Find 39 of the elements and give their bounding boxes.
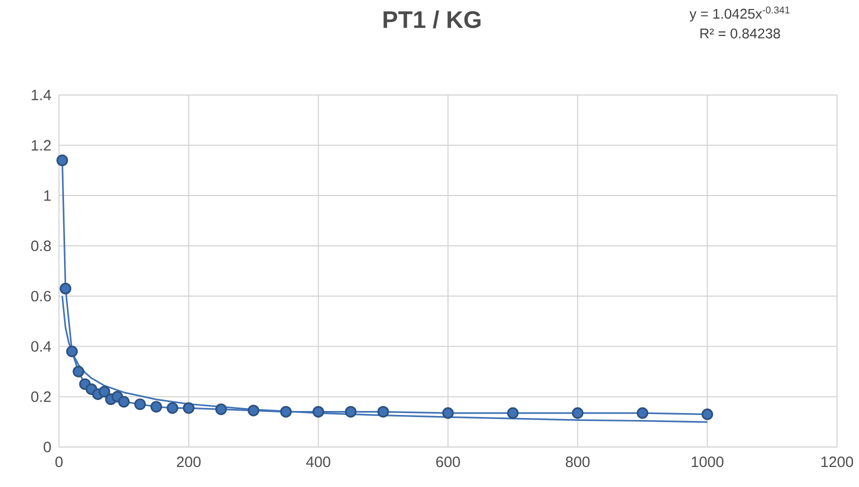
- point: [507, 407, 519, 419]
- chart-title: PT1 / KG: [384, 10, 481, 28]
- point: [344, 406, 357, 418]
- point: [60, 282, 72, 294]
- x-tick-label: 1200: [821, 456, 854, 468]
- y-tick-label: 0.8: [31, 240, 51, 252]
- point: [72, 366, 84, 378]
- point: [166, 402, 178, 414]
- y-tick-label: 1: [44, 190, 51, 201]
- y-tick-label: 0: [44, 442, 51, 452]
- y-tick-label: 1.2: [32, 140, 51, 151]
- point: [118, 396, 130, 408]
- point: [150, 400, 162, 413]
- point: [248, 404, 260, 416]
- point: [377, 406, 389, 418]
- point: [134, 398, 146, 410]
- point: [182, 402, 194, 414]
- x-tick-label: 0: [55, 456, 63, 468]
- point: [56, 154, 68, 166]
- x-tick-label: 800: [566, 456, 590, 468]
- x-tick-label: 200: [176, 456, 201, 468]
- y-tick-label: 0.2: [31, 391, 51, 402]
- point: [66, 346, 78, 358]
- point: [312, 406, 324, 418]
- point: [215, 403, 227, 416]
- point: [280, 406, 292, 418]
- y-tick-label: 0.4: [31, 341, 52, 352]
- point: [98, 386, 110, 398]
- point: [572, 407, 584, 419]
- text: R² = 0.84238: [700, 28, 780, 38]
- point: [442, 407, 454, 419]
- point: [636, 407, 648, 419]
- x-tick-label: 400: [306, 456, 330, 468]
- x-tick-label: 600: [436, 456, 460, 468]
- text: y = 1.0425x$^{-0.341}$: [690, 6, 790, 22]
- x-tick-label: 1000: [692, 456, 724, 468]
- y-tick-label: 0.6: [31, 290, 51, 302]
- y-tick-label: 1.4: [32, 90, 52, 100]
- point: [702, 408, 714, 420]
